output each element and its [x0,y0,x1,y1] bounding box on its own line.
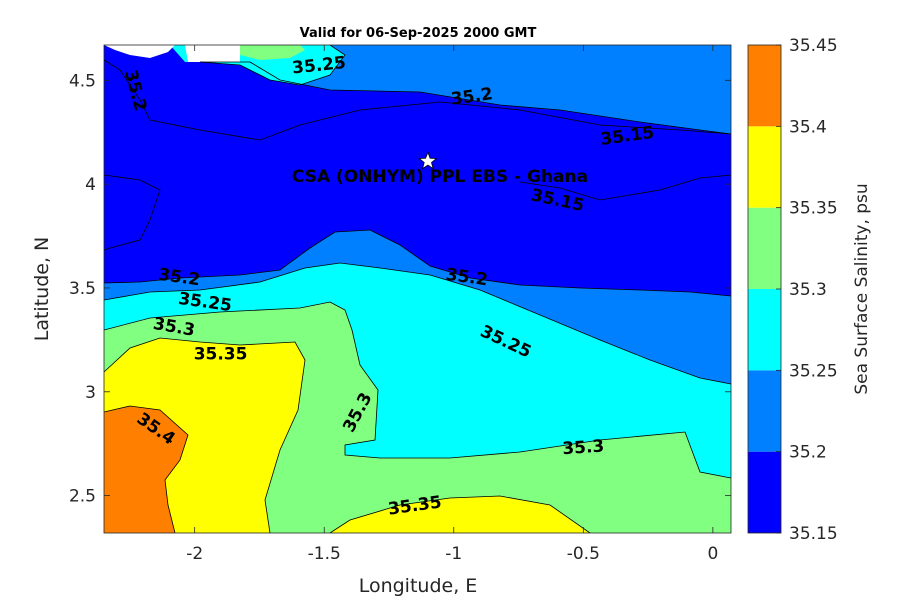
y-tick-label: 4.5 [69,71,96,91]
colorbar-label: Sea Surface Salinity, psu [852,183,872,394]
y-tick-label: 3.5 [69,279,96,299]
site-label: CSA (ONHYM) PPL EBS - Ghana [292,167,588,187]
colorbar-swatch [748,126,781,208]
x-tick-label: -1 [445,544,462,564]
axis-ticks: -2 -1.5 -1 -0.5 0 2.5 3 3.5 4 4.5 [69,45,731,564]
contour-lines [104,45,731,533]
fill-band-35-15 [104,45,731,296]
nodata-region-2 [185,45,240,62]
fill-band-35-3-north [240,45,305,60]
colorbar-swatch [748,370,781,452]
site-star-icon [418,151,438,170]
y-tick-label: 4 [85,175,96,195]
colorbar-swatch [748,207,781,289]
fill-band-35-4 [104,406,188,533]
colorbar: 35.15 35.2 35.25 35.3 35.35 35.4 35.45 [747,36,838,544]
x-tick-label: 0 [707,544,718,564]
x-tick-label: -2 [186,544,203,564]
colorbar-tick-label: 35.25 [789,361,838,381]
y-axis-label: Latitude, N [31,237,53,342]
colorbar-tick-label: 35.15 [789,524,838,544]
x-axis-label: Longitude, E [359,575,478,597]
contour-label: 35.35 [194,344,248,364]
fill-band-35-25 [104,263,731,478]
contour-fill-layer [104,45,731,533]
site-marker-group: CSA (ONHYM) PPL EBS - Ghana [292,151,588,187]
colorbar-tick-label: 35.4 [789,117,827,137]
contour-label: 35.3 [562,436,605,459]
colorbar-swatch [748,45,781,127]
x-tick-label: -0.5 [567,544,600,564]
x-tick-label: -1.5 [308,544,341,564]
y-tick-label: 2.5 [69,487,96,507]
y-tick-label: 3 [85,383,96,403]
nodata-region [104,45,175,58]
colorbar-swatch [748,289,781,371]
colorbar-tick-label: 35.45 [789,36,838,56]
plot-frame [103,44,732,534]
fill-band-35-35-south [330,496,590,533]
colorbar-tick-label: 35.35 [789,199,838,219]
chart-title: Valid for 06-Sep-2025 2000 GMT [300,26,537,41]
colorbar-tick-label: 35.3 [789,280,827,300]
colorbar-swatch [748,451,781,533]
colorbar-tick-label: 35.2 [789,443,827,463]
